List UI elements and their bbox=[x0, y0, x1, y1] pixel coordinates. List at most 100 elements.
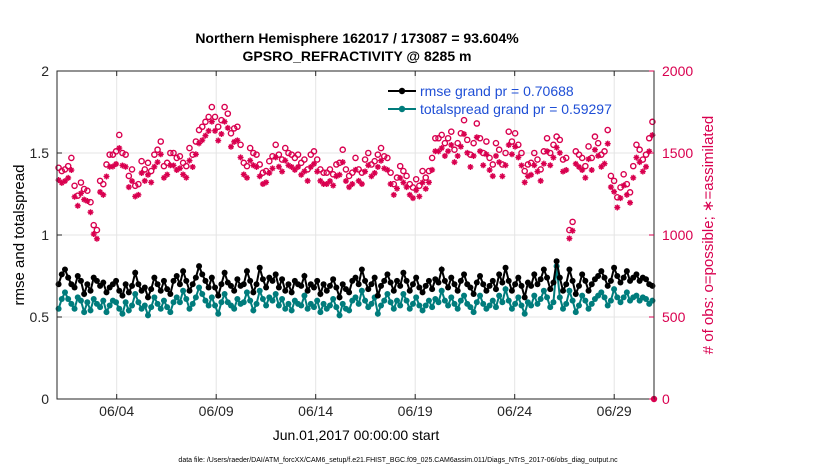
obs-assimilated-point bbox=[454, 152, 461, 159]
obs-assimilated-point bbox=[394, 185, 401, 192]
obs-possible-point bbox=[125, 172, 133, 180]
obs-possible-point bbox=[157, 138, 165, 145]
obs-assimilated-point bbox=[467, 163, 474, 170]
obs-possible-point bbox=[610, 177, 618, 185]
obs-possible-point bbox=[211, 113, 219, 121]
obs-possible-point bbox=[326, 166, 334, 173]
totalspread-point bbox=[598, 289, 605, 296]
rmse-point bbox=[368, 281, 375, 288]
rmse-point bbox=[192, 274, 199, 281]
totalspread-point bbox=[132, 291, 139, 298]
rmse-point bbox=[601, 274, 608, 281]
totalspread-point bbox=[301, 292, 308, 299]
totalspread-point bbox=[390, 305, 397, 312]
rmse-point bbox=[537, 276, 544, 283]
rmse-point bbox=[71, 284, 78, 291]
rmse-point bbox=[285, 281, 292, 288]
obs-assimilated-point bbox=[330, 182, 337, 189]
obs-assimilated-point bbox=[310, 160, 317, 167]
obs-assimilated-point bbox=[304, 177, 311, 184]
obs-assimilated-point bbox=[381, 165, 388, 172]
obs-possible-point bbox=[313, 156, 321, 163]
rmse-point bbox=[240, 281, 247, 288]
rmse-point bbox=[585, 287, 592, 294]
obs-assimilated-point bbox=[560, 168, 567, 175]
obs-assimilated-point bbox=[358, 180, 365, 187]
obs-possible-point bbox=[224, 110, 232, 117]
obs-assimilated-point bbox=[477, 148, 484, 155]
obs-possible-point bbox=[112, 148, 120, 155]
rmse-point bbox=[413, 274, 420, 281]
rmse-point bbox=[406, 287, 413, 294]
obs-assimilated-point bbox=[515, 154, 522, 161]
obs-assimilated-point bbox=[256, 173, 263, 180]
obs-assimilated-point bbox=[575, 163, 582, 170]
obs-possible-point bbox=[505, 128, 513, 135]
rmse-point bbox=[55, 281, 62, 288]
obs-possible-point bbox=[518, 149, 525, 157]
rmse-point bbox=[164, 286, 171, 293]
obs-assimilated-point bbox=[243, 174, 250, 181]
obs-assimilated-point bbox=[144, 171, 151, 178]
obs-possible-point bbox=[266, 157, 273, 165]
totalspread-point bbox=[617, 299, 624, 306]
rmse-point bbox=[346, 289, 353, 296]
totalspread-point bbox=[508, 305, 515, 312]
rmse-point bbox=[480, 281, 487, 288]
obs-possible-point bbox=[444, 134, 452, 142]
obs-assimilated-point bbox=[429, 166, 436, 173]
rmse-point bbox=[502, 264, 509, 271]
obs-assimilated-point bbox=[221, 118, 228, 125]
totalspread-point bbox=[579, 292, 586, 299]
obs-assimilated-point bbox=[563, 167, 570, 174]
obs-possible-point bbox=[473, 120, 481, 127]
obs-assimilated-point bbox=[320, 180, 327, 187]
totalspread-point bbox=[566, 287, 573, 294]
obs-assimilated-point bbox=[518, 162, 525, 169]
rmse-point bbox=[202, 277, 209, 284]
y-right-tick-label: 2000 bbox=[662, 63, 693, 79]
rmse-point bbox=[620, 274, 627, 281]
totalspread-point bbox=[170, 299, 177, 306]
y-right-tick-label: 0 bbox=[662, 391, 670, 407]
y-axis-right-label: # of obs: o=possible; ∗=assimilated bbox=[700, 116, 717, 355]
obs-assimilated-point bbox=[275, 163, 282, 170]
obs-assimilated-point bbox=[87, 209, 94, 216]
obs-assimilated-point bbox=[157, 151, 164, 158]
obs-assimilated-point bbox=[135, 191, 142, 198]
rmse-point bbox=[492, 286, 499, 293]
obs-assimilated-point bbox=[266, 170, 273, 177]
obs-assimilated-point bbox=[461, 131, 468, 138]
obs-assimilated-point bbox=[601, 160, 608, 167]
obs-possible-point bbox=[141, 166, 149, 173]
totalspread-point bbox=[489, 297, 496, 304]
rmse-point bbox=[212, 284, 219, 291]
rmse-point bbox=[167, 291, 174, 298]
obs-possible-point bbox=[594, 139, 602, 147]
totalspread-point bbox=[486, 302, 493, 309]
obs-assimilated-point bbox=[591, 146, 598, 153]
obs-assimilated-point bbox=[598, 163, 605, 170]
totalspread-point bbox=[113, 299, 120, 306]
obs-possible-point bbox=[84, 187, 91, 195]
totalspread-point bbox=[560, 305, 567, 312]
totalspread-point bbox=[387, 299, 394, 306]
rmse-point bbox=[250, 289, 257, 296]
totalspread-point bbox=[151, 294, 158, 301]
totalspread-point bbox=[531, 292, 538, 299]
obs-assimilated-point bbox=[604, 140, 611, 147]
obs-possible-point bbox=[128, 166, 136, 173]
obs-assimilated-point bbox=[215, 137, 222, 144]
obs-assimilated-point bbox=[141, 177, 148, 184]
legend-spread-marker bbox=[398, 105, 406, 113]
totalspread-point bbox=[394, 297, 401, 304]
rmse-point bbox=[144, 294, 151, 301]
y-left-tick-label: 1 bbox=[41, 227, 49, 243]
totalspread-point bbox=[186, 305, 193, 312]
obs-assimilated-point bbox=[384, 166, 391, 173]
obs-possible-point bbox=[441, 139, 449, 147]
rmse-point bbox=[93, 277, 100, 284]
rmse-point bbox=[58, 271, 65, 278]
rmse-point bbox=[199, 271, 206, 278]
obs-assimilated-point bbox=[483, 151, 490, 158]
